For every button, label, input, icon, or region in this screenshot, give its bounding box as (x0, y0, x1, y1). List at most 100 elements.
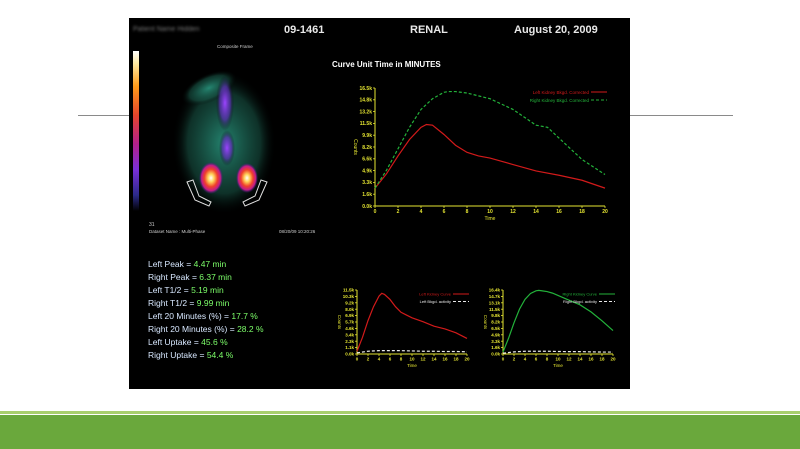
series-line (356, 292, 468, 352)
stat-value: 54.4 % (206, 350, 234, 360)
kidney-scan-image (172, 70, 276, 215)
stat-value: 6.37 min (199, 272, 232, 282)
study-date: August 20, 2009 (514, 24, 598, 36)
y-tick-label: 8.0k (345, 307, 354, 312)
x-tick-label: 4 (378, 357, 381, 362)
renal-scan-screenshot: Patient Name Hidden 09-1461 RENAL August… (129, 18, 630, 389)
right-kidney-chart: 0 2 4 6 8 10 12 14 16 18 20 0.0k 1.6k3.3k 4.9k6.5k8.2… (483, 288, 616, 368)
series-line (502, 289, 614, 353)
y-tick-label: 4.9k (491, 332, 500, 337)
stat-value: 9.99 min (196, 298, 230, 308)
y-tick-label: 3.3k (362, 180, 372, 186)
x-tick-label: 8 (466, 209, 469, 215)
y-axis-label: Counts (483, 315, 488, 330)
stat-value: 17.7 % (231, 311, 258, 321)
x-tick-label: 18 (453, 357, 459, 362)
x-axis-label: Time (407, 363, 417, 368)
stat-label: Right T1/2 = (148, 298, 197, 308)
legend-label: Left Kidney Bkgd. Corrected (533, 90, 590, 95)
x-tick-label: 12 (566, 357, 572, 362)
y-tick-label: 5.7k (345, 320, 354, 325)
y-tick-label: 13.1k (489, 300, 501, 305)
y-tick-label: 9.8k (491, 313, 500, 318)
patient-name: Patient Name Hidden (133, 26, 200, 33)
dataset-name: Dataset Name : Multi-Phase (149, 229, 206, 234)
y-axis-label: Counts (337, 315, 342, 330)
study-type: RENAL (410, 24, 448, 36)
left-kidney-chart: 0 2 4 6 8 10 12 14 16 18 20 0.0k 1.1k2.3k 3.4k4.6k5.7… (337, 288, 470, 368)
y-tick-label: 8.2k (491, 320, 500, 325)
legend-label: Left Bkgd. activity (420, 299, 451, 304)
stat-label: Left T1/2 = (148, 285, 192, 295)
y-tick-label: 3.3k (491, 339, 500, 344)
legend-label: Right Kidney Curve (563, 292, 598, 297)
stat-value: 45.6 % (201, 337, 228, 347)
stat-value: 28.2 % (237, 324, 264, 334)
x-tick-label: 8 (546, 357, 549, 362)
stat-label: Left Peak = (148, 259, 194, 269)
x-tick-label: 2 (513, 357, 516, 362)
y-tick-label: 10.3k (343, 294, 355, 299)
series-line (374, 123, 606, 189)
x-tick-label: 20 (610, 357, 616, 362)
x-tick-label: 12 (510, 209, 516, 215)
stat-row: Left T1/2 = 5.19 min (148, 285, 224, 295)
x-tick-label: 12 (420, 357, 426, 362)
stat-label: Right 20 Minutes (%) = (148, 324, 238, 334)
y-tick-label: 6.5k (491, 326, 500, 331)
y-tick-label: 14.8k (359, 98, 372, 104)
y-axis-label: Counts (352, 139, 358, 155)
stat-value: 4.47 min (193, 259, 227, 269)
stat-value: 5.19 min (191, 285, 224, 295)
y-tick-label: 9.2k (345, 300, 354, 305)
y-tick-label: 13.2k (359, 109, 372, 115)
stat-row: Left 20 Minutes (%) = 17.7 % (148, 311, 258, 321)
series-line (374, 90, 606, 189)
main-renogram-chart: 0 2 4 6 8 10 12 14 16 18 20 0.0k 1.6k 3.3k 4.9k 6.6k 8.2… (352, 86, 608, 222)
y-tick-label: 1.6k (362, 192, 372, 198)
x-tick-label: 10 (555, 357, 561, 362)
x-tick-label: 4 (524, 357, 527, 362)
y-tick-label: 1.6k (491, 345, 500, 350)
series-line (502, 350, 613, 354)
x-tick-label: 14 (431, 357, 437, 362)
stat-row: Right Peak = 6.37 min (148, 272, 232, 282)
y-tick-label: 0.0k (491, 352, 500, 357)
y-tick-label: 6.9k (345, 313, 354, 318)
y-tick-label: 16.4k (489, 288, 501, 293)
stat-label: Left Uptake = (148, 337, 202, 347)
x-tick-label: 16 (442, 357, 448, 362)
x-tick-label: 6 (389, 357, 392, 362)
y-tick-label: 2.3k (345, 339, 354, 344)
y-tick-label: 14.7k (489, 294, 501, 299)
x-tick-label: 0 (374, 209, 377, 215)
frame-number: 31 (149, 222, 155, 228)
footer-band (0, 415, 800, 449)
stat-label: Right Peak = (148, 272, 200, 282)
y-tick-label: 6.6k (362, 157, 372, 163)
x-tick-label: 20 (464, 357, 470, 362)
study-id: 09-1461 (284, 24, 325, 36)
x-tick-label: 0 (356, 357, 359, 362)
x-axis-label: Time (485, 216, 496, 222)
legend-label: Right Bkgd. activity (563, 299, 597, 304)
y-tick-label: 11.5k (489, 307, 501, 312)
frame-label: Composite Frame (217, 44, 253, 49)
x-tick-label: 0 (502, 357, 505, 362)
color-scale-bar (133, 51, 139, 211)
x-tick-label: 18 (599, 357, 605, 362)
x-tick-label: 2 (397, 209, 400, 215)
timestamp: 08/20/09 10:20:26 (279, 229, 316, 234)
stat-label: Left 20 Minutes (%) = (148, 311, 232, 321)
x-tick-label: 4 (420, 209, 423, 215)
x-tick-label: 14 (533, 209, 539, 215)
y-tick-label: 16.5k (359, 86, 372, 92)
x-tick-label: 14 (577, 357, 583, 362)
x-tick-label: 8 (400, 357, 403, 362)
y-tick-label: 3.4k (345, 332, 354, 337)
y-tick-label: 11.5k (360, 121, 372, 127)
series-line (356, 350, 468, 354)
y-tick-label: 9.9k (362, 133, 372, 139)
legend-label: Right Kidney Bkgd. Corrected (530, 98, 590, 103)
x-axis-label: Time (553, 363, 563, 368)
